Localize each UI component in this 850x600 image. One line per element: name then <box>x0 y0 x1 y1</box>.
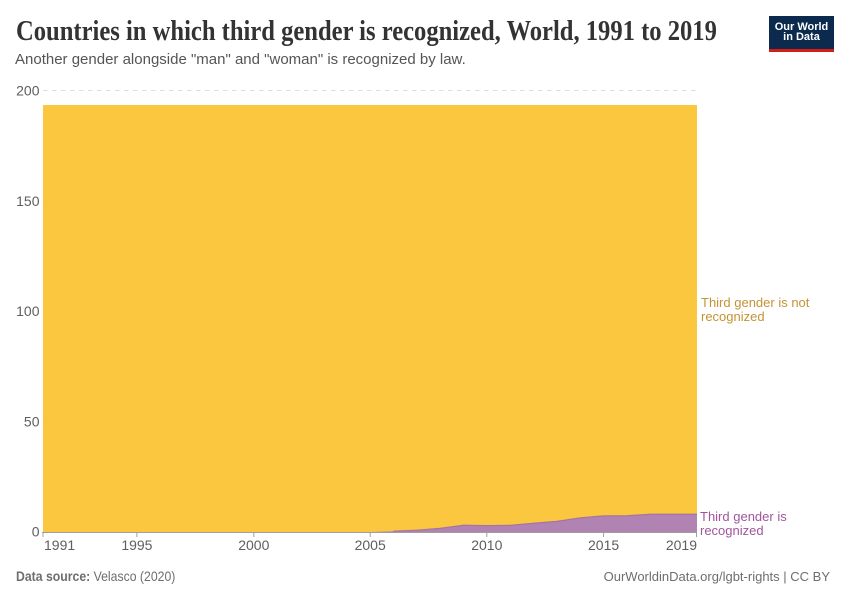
svg-text:1995: 1995 <box>121 537 152 553</box>
svg-text:2000: 2000 <box>238 537 269 553</box>
svg-text:50: 50 <box>24 413 40 429</box>
svg-text:1991: 1991 <box>44 537 75 553</box>
svg-text:200: 200 <box>16 83 40 99</box>
svg-text:2019: 2019 <box>666 537 697 553</box>
svg-text:100: 100 <box>16 303 40 319</box>
svg-text:2010: 2010 <box>471 537 502 553</box>
svg-text:0: 0 <box>32 524 40 540</box>
svg-text:2015: 2015 <box>588 537 619 553</box>
svg-text:2005: 2005 <box>355 537 386 553</box>
svg-text:150: 150 <box>16 193 40 209</box>
